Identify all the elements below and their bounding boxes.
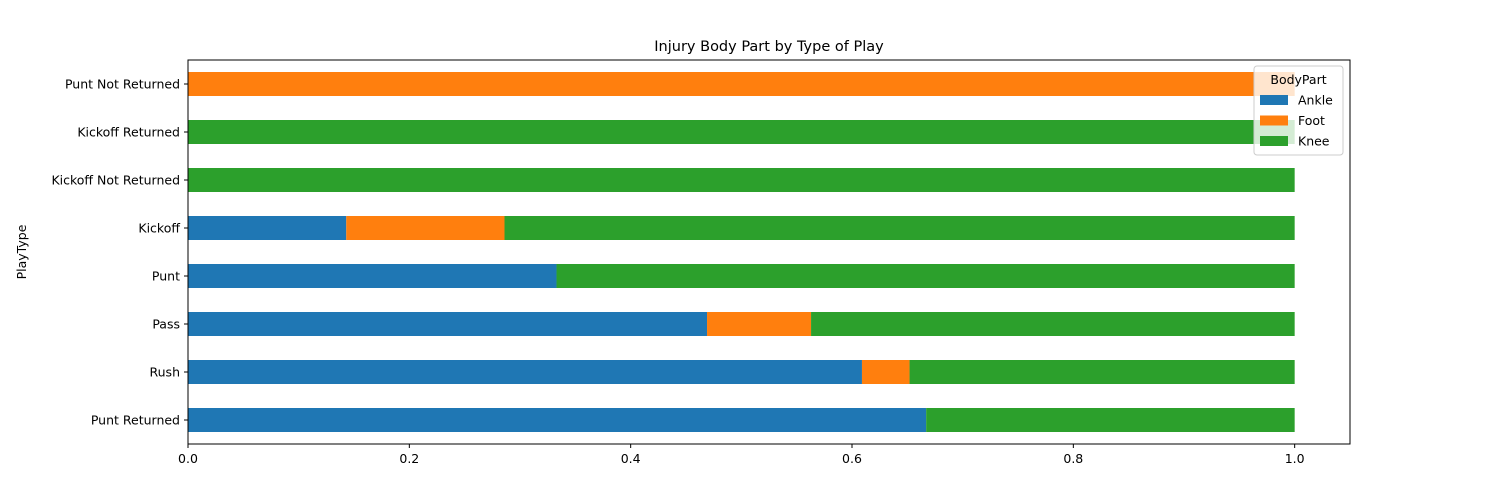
legend-box — [1253, 65, 1344, 156]
y-tick-label: Punt Returned — [91, 413, 180, 428]
x-tick-label: 0.8 — [1063, 451, 1083, 466]
y-axis: Punt Returned Rush Pass Punt Kickoff Kickoff … — [51, 77, 188, 428]
legend-items: Ankle Foot Knee — [1260, 93, 1333, 149]
y-tick-label: Kickoff — [138, 221, 180, 236]
y-tick-label: Rush — [150, 365, 180, 380]
bar-knee-rush — [909, 360, 1295, 384]
bar-ankle-pass — [188, 312, 708, 336]
bar-knee-pass — [811, 312, 1295, 336]
legend-label-ankle: Ankle — [1298, 93, 1333, 108]
bars-layer — [188, 72, 1295, 432]
bar-knee-punt — [556, 264, 1295, 288]
bar-knee-kickoff-returned — [188, 120, 1295, 144]
bar-ankle-kickoff — [188, 216, 347, 240]
bar-knee-punt-returned — [926, 408, 1295, 432]
y-tick-label: Punt — [152, 269, 180, 284]
bar-ankle-rush — [188, 360, 862, 384]
bar-knee-kickoff-not-returned — [188, 168, 1295, 192]
bar-foot-pass — [707, 312, 812, 336]
bar-knee-kickoff — [504, 216, 1295, 240]
y-tick-label: Pass — [152, 317, 180, 332]
chart-title: Injury Body Part by Type of Play — [654, 39, 884, 55]
x-tick-label: 0.0 — [178, 451, 198, 466]
legend-swatch-ankle — [1260, 95, 1288, 105]
legend-label-knee: Knee — [1298, 134, 1330, 149]
x-tick-label: 1.0 — [1285, 451, 1305, 466]
legend-swatch-knee — [1260, 136, 1288, 146]
legend-title: BodyPart — [1270, 72, 1326, 87]
bar-ankle-punt — [188, 264, 557, 288]
legend-label-foot: Foot — [1298, 113, 1325, 128]
x-tick-label: 0.2 — [399, 451, 419, 466]
x-tick-label: 0.4 — [621, 451, 641, 466]
y-tick-label: Kickoff Returned — [77, 125, 180, 140]
y-tick-label: Kickoff Not Returned — [51, 173, 180, 188]
legend: BodyPart Ankle Foot Knee — [1253, 65, 1344, 156]
y-axis-label: PlayType — [14, 224, 29, 279]
bar-foot-punt-not-returned — [188, 72, 1295, 96]
plot-frame — [187, 59, 1351, 445]
y-tick-label: Punt Not Returned — [65, 77, 180, 92]
x-tick-label: 0.6 — [842, 451, 862, 466]
bar-foot-rush — [861, 360, 910, 384]
bar-foot-kickoff — [346, 216, 505, 240]
bar-ankle-punt-returned — [188, 408, 927, 432]
x-axis: 0.0 0.2 0.4 0.6 0.8 1.0 — [178, 444, 1305, 466]
legend-swatch-foot — [1260, 115, 1288, 126]
